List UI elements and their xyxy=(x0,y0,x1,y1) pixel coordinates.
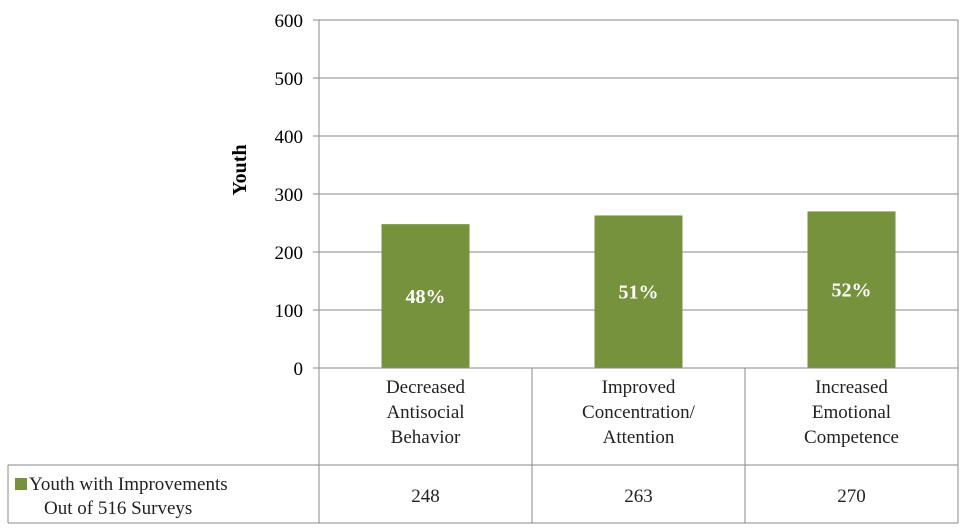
bar xyxy=(807,211,896,368)
x-tick-label: Increased Emotional Competence xyxy=(804,377,899,448)
y-tick-label: 0 xyxy=(294,359,304,380)
x-tick-label: Decreased Antisocial Behavior xyxy=(386,377,466,448)
bar xyxy=(594,215,683,368)
x-tick-label: Improved Concentration/Attention xyxy=(582,377,696,448)
table-value: 263 xyxy=(624,486,653,507)
table-value: 248 xyxy=(411,486,440,507)
y-tick-label: 300 xyxy=(275,185,304,206)
y-tick-label: 100 xyxy=(275,301,304,322)
bars: 48% 51% 52% xyxy=(381,211,896,368)
table-value: 270 xyxy=(837,486,866,507)
y-tick-label: 600 xyxy=(275,11,304,32)
y-tick-label: 200 xyxy=(275,243,304,264)
bar-data-label: 51% xyxy=(619,282,659,304)
legend-swatch xyxy=(15,478,27,490)
bar-data-label: 48% xyxy=(406,286,446,308)
y-tick-label: 400 xyxy=(275,127,304,148)
bar-data-label: 52% xyxy=(832,280,872,302)
bar xyxy=(381,224,470,368)
y-axis-ticks: 0 100 200 300 400 500 600 xyxy=(275,11,304,380)
data-table: Decreased Antisocial Behavior Improved Conce… xyxy=(7,367,959,524)
y-tick-label: 500 xyxy=(275,69,304,90)
y-axis-label: Youth xyxy=(229,144,251,195)
legend-label: Youth with Improvements Out of 516 Survey… xyxy=(29,474,228,519)
